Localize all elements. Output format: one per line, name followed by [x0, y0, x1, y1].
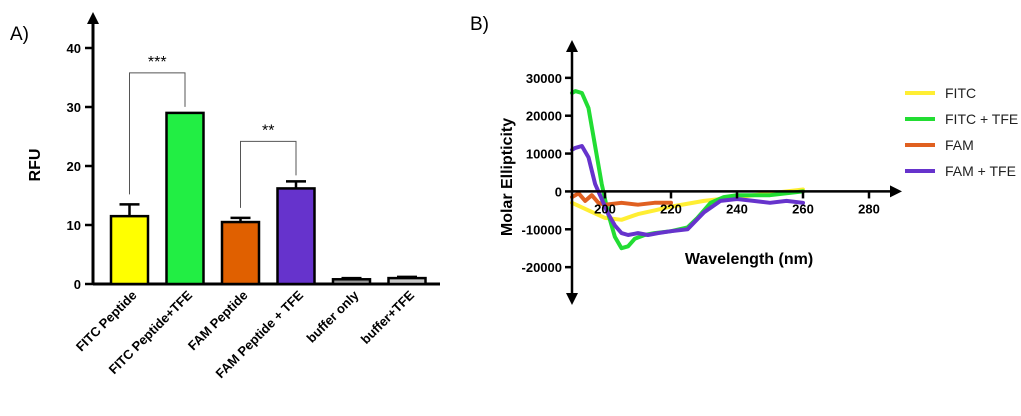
cd-x-axis-arrow: [890, 185, 902, 198]
cd-legend-label-1: FITC + TFE: [945, 111, 1018, 127]
cd-legend-label-2: FAM: [945, 137, 974, 153]
significance-bracket-0: [129, 72, 186, 195]
cd-legend-label-0: FITC: [945, 85, 976, 101]
bar-y-tick-label-3: 30: [67, 100, 81, 115]
cd-y-axis-arrow-down: [566, 293, 578, 305]
cd-x-tick-label-3: 260: [792, 201, 814, 216]
panel-b-label: B): [470, 14, 489, 35]
cd-series-line-3: [570, 144, 805, 237]
cd-axes: -20000 -10000 0 10000 20000 30000 200 220 240 260…: [522, 40, 902, 305]
bar-3: [276, 187, 316, 286]
cd-series-lines: [570, 89, 805, 251]
cd-series-line-2: [570, 191, 673, 207]
bar-category-label-5: buffer+TFE: [358, 287, 418, 347]
cd-y-axis-title: Molar Ellipticity: [499, 118, 516, 236]
bar-y-tick-label-0: 0: [74, 277, 81, 292]
cd-legend-label-3: FAM + TFE: [945, 163, 1016, 179]
bar-y-tick-label-2: 20: [67, 159, 81, 174]
cd-y-tick-label-5: 30000: [526, 71, 562, 86]
panel-a-label: A): [10, 24, 29, 45]
bar-y-tick-label-1: 10: [67, 218, 81, 233]
cd-y-tick-label-2: 0: [555, 184, 562, 199]
bar-0: [109, 214, 150, 286]
cd-y-tick-label-3: 10000: [526, 147, 562, 162]
cd-x-tick-label-4: 280: [858, 201, 880, 216]
bar-y-axis-title: RFU: [27, 149, 44, 182]
bar-category-label-4: buffer only: [304, 287, 363, 346]
cd-y-tick-label-1: -10000: [522, 222, 562, 237]
bar-y-ticks: 0 10 20 30 40: [67, 41, 93, 292]
cd-y-tick-label-4: 20000: [526, 109, 562, 124]
cd-x-tick-label-0: 200: [594, 201, 616, 216]
bar-2: [220, 220, 261, 286]
significance-label-1: **: [262, 122, 274, 139]
significance-label-0: ***: [148, 54, 167, 71]
cd-spectrum-chart: Molar Ellipticity Wavelength (nm) -20000…: [499, 40, 1018, 305]
cd-series-line-1: [570, 89, 805, 251]
significance-bracket-1: [240, 140, 297, 208]
cd-y-tick-label-0: -20000: [522, 260, 562, 275]
cd-x-tick-label-1: 220: [660, 201, 682, 216]
bar-1: [165, 111, 205, 286]
bar-series: [109, 111, 427, 286]
bar-4: [331, 278, 372, 286]
bar-y-axis-arrow: [87, 12, 99, 24]
cd-legend: FITC FITC + TFE FAM FAM + TFE: [905, 85, 1018, 179]
bar-y-tick-label-4: 40: [67, 41, 81, 56]
significance-brackets: *****: [129, 54, 297, 208]
bar-5: [387, 276, 427, 286]
cd-x-axis-title: Wavelength (nm): [685, 251, 813, 268]
cd-x-tick-label-2: 240: [726, 201, 748, 216]
cd-y-axis-arrow-up: [566, 40, 578, 52]
